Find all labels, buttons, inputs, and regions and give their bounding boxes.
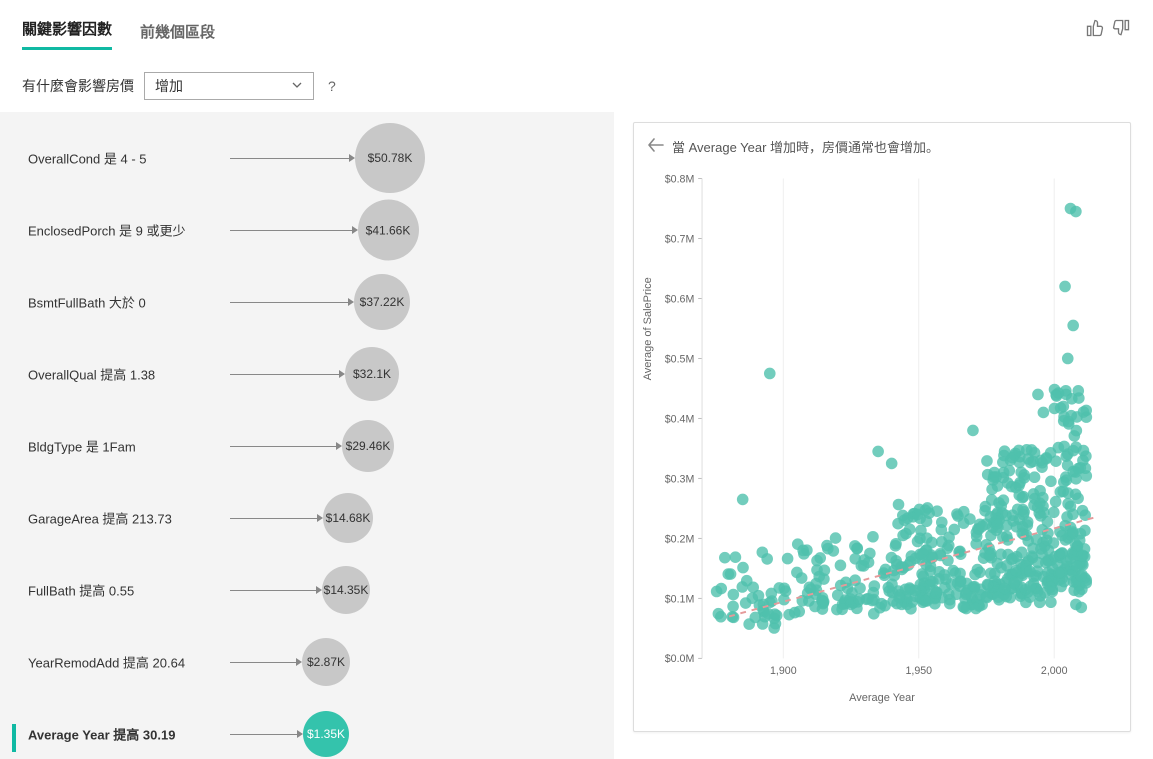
chevron-down-icon xyxy=(291,78,303,94)
svg-text:$0.5M: $0.5M xyxy=(665,353,695,365)
influencer-row[interactable]: EnclosedPorch 是 9 或更少 $41.66K xyxy=(0,194,614,266)
influencer-bubble[interactable]: $14.35K xyxy=(322,566,370,614)
back-arrow-icon[interactable] xyxy=(648,138,664,155)
influencer-label: YearRemodAdd 提高 20.64 xyxy=(28,653,185,672)
influencer-label: EnclosedPorch 是 9 或更少 xyxy=(28,221,186,240)
help-icon[interactable]: ? xyxy=(328,78,336,94)
tabs: 關鍵影響因數 前幾個區段 xyxy=(22,18,215,50)
scatter-chart: $0.0M $0.1M $0.2M $0.3M $0.4M $0.5M $0.6M $0.7M… xyxy=(644,162,1120,702)
influencer-label: FullBath 提高 0.55 xyxy=(28,581,134,600)
feedback-group xyxy=(1085,18,1131,38)
x-axis-label: Average Year xyxy=(849,692,915,704)
svg-text:$0.0M: $0.0M xyxy=(665,653,695,665)
influencer-bubble[interactable]: $32.1K xyxy=(345,347,399,401)
influencer-row[interactable]: FullBath 提高 0.55 $14.35K xyxy=(0,554,614,626)
influencer-label: BsmtFullBath 大於 0 xyxy=(28,293,146,312)
influencer-label: GarageArea 提高 213.73 xyxy=(28,509,172,528)
svg-text:1,900: 1,900 xyxy=(770,665,797,677)
influencers-list: OverallCond 是 4 - 5$50.78KEnclosedPorch … xyxy=(0,112,615,759)
influencer-connector xyxy=(230,734,299,735)
influencer-row[interactable]: OverallQual 提高 1.38 $32.1K xyxy=(0,338,614,410)
influencer-connector xyxy=(230,590,318,591)
influencer-row[interactable]: GarageArea 提高 213.73 $14.68K xyxy=(0,482,614,554)
influencer-row[interactable]: BldgType 是 1Fam $29.46K xyxy=(0,410,614,482)
influencer-bubble[interactable]: $37.22K xyxy=(354,274,410,330)
influencer-label: OverallCond 是 4 - 5 xyxy=(28,149,147,168)
influencer-label: OverallQual 提高 1.38 xyxy=(28,365,155,384)
main: OverallCond 是 4 - 5$50.78KEnclosedPorch … xyxy=(0,112,1153,759)
influencer-label: Average Year 提高 30.19 xyxy=(28,725,175,744)
influencer-row[interactable]: BsmtFullBath 大於 0 $37.22K xyxy=(0,266,614,338)
chart-title-row: 當 Average Year 增加時，房價通常也會增加。 xyxy=(644,137,1120,162)
filter-row: 有什麼會影響房價 增加 ? xyxy=(0,50,1153,112)
influencer-connector xyxy=(230,374,341,375)
svg-text:$0.7M: $0.7M xyxy=(665,233,695,245)
influencer-connector xyxy=(230,302,350,303)
svg-text:$0.4M: $0.4M xyxy=(665,413,695,425)
header: 關鍵影響因數 前幾個區段 xyxy=(0,0,1153,50)
svg-text:$0.1M: $0.1M xyxy=(665,593,695,605)
influencer-label: BldgType 是 1Fam xyxy=(28,437,136,456)
influencer-bubble[interactable]: $1.35K xyxy=(303,711,349,757)
chart-panel: 當 Average Year 增加時，房價通常也會增加。 $0.0M$0.1M$… xyxy=(615,112,1145,759)
influencer-connector xyxy=(230,662,298,663)
influencer-connector xyxy=(230,158,351,159)
influencer-connector xyxy=(230,230,354,231)
influencer-connector xyxy=(230,518,319,519)
influencer-row[interactable]: YearRemodAdd 提高 20.64 $2.87K xyxy=(0,626,614,698)
chart-title-text: 當 Average Year 增加時，房價通常也會增加。 xyxy=(672,137,939,156)
influencer-bubble[interactable]: $50.78K xyxy=(355,123,425,193)
chart-card: 當 Average Year 增加時，房價通常也會增加。 $0.0M$0.1M$… xyxy=(633,122,1131,732)
svg-text:1,950: 1,950 xyxy=(905,665,932,677)
influencer-row[interactable]: OverallCond 是 4 - 5 $50.78K xyxy=(0,122,614,194)
svg-text:$0.6M: $0.6M xyxy=(665,293,695,305)
influencer-bubble[interactable]: $14.68K xyxy=(323,493,373,543)
influencer-bubble[interactable]: $2.87K xyxy=(302,638,350,686)
influencer-connector xyxy=(230,446,338,447)
svg-text:$0.3M: $0.3M xyxy=(665,473,695,485)
influencer-bubble[interactable]: $29.46K xyxy=(342,420,394,472)
filter-question: 有什麼會影響房價 xyxy=(22,76,134,96)
thumbs-up-icon[interactable] xyxy=(1085,18,1105,38)
svg-text:2,000: 2,000 xyxy=(1041,665,1068,677)
y-axis-label: Average of SalePrice xyxy=(642,277,654,380)
thumbs-down-icon[interactable] xyxy=(1111,18,1131,38)
tab-key-influencers[interactable]: 關鍵影響因數 xyxy=(22,18,112,50)
svg-text:$0.2M: $0.2M xyxy=(665,533,695,545)
filter-select-value: 增加 xyxy=(155,76,183,96)
chart-area: $0.0M $0.1M $0.2M $0.3M $0.4M $0.5M $0.6M $0.7M… xyxy=(644,162,1120,702)
influencer-bubble[interactable]: $41.66K xyxy=(358,200,419,261)
filter-select[interactable]: 增加 xyxy=(144,72,314,100)
influencer-row[interactable]: Average Year 提高 30.19 $1.35K xyxy=(0,698,614,759)
svg-text:$0.8M: $0.8M xyxy=(665,173,695,185)
tab-top-segments[interactable]: 前幾個區段 xyxy=(140,21,215,50)
